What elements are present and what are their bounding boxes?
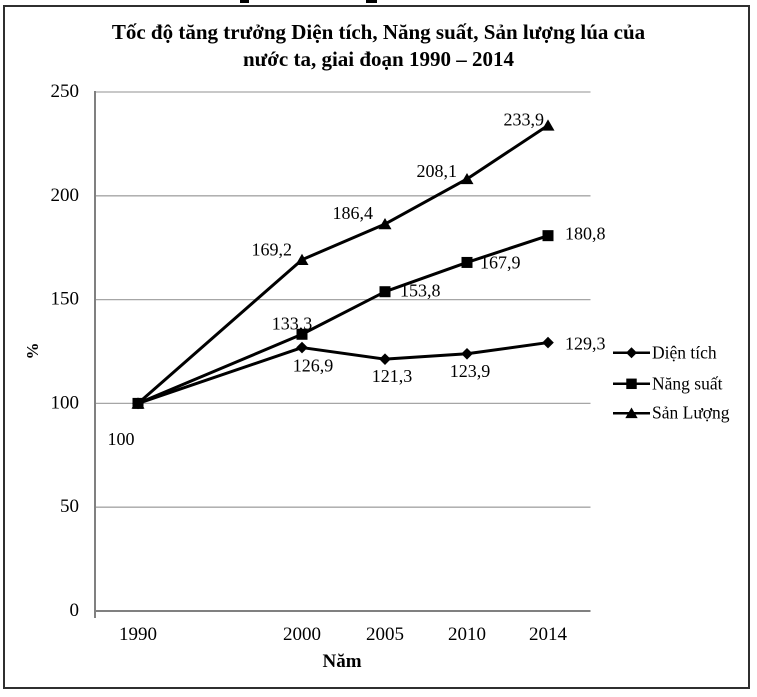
data-label: 167,9 xyxy=(480,252,521,272)
data-label: 123,9 xyxy=(450,361,491,381)
data-label: 208,1 xyxy=(417,161,458,181)
y-tick-label: 0 xyxy=(70,600,80,621)
y-tick-label: 100 xyxy=(51,392,80,413)
triangle-marker xyxy=(131,397,145,409)
cropped-text-artifact xyxy=(240,0,249,3)
y-tick-label: 200 xyxy=(51,185,80,206)
x-tick-label: 1990 xyxy=(119,624,157,645)
square-marker xyxy=(379,286,391,298)
triangle-marker xyxy=(460,172,474,185)
figure-border xyxy=(3,5,750,689)
data-label: 121,3 xyxy=(372,366,413,386)
data-label: 133,3 xyxy=(272,313,313,333)
chart-title: Tốc độ tăng trưởng Diện tích, Năng suất,… xyxy=(45,19,712,73)
square-marker xyxy=(626,378,637,390)
diamond-marker xyxy=(461,347,473,360)
x-tick-label: 2000 xyxy=(283,624,321,645)
x-tick-label: 2005 xyxy=(366,624,404,645)
square-marker xyxy=(461,256,473,268)
x-tick-label: 2010 xyxy=(448,624,486,645)
square-marker xyxy=(542,230,554,242)
x-axis-title: Năm xyxy=(322,651,361,672)
cropped-text-artifact xyxy=(366,0,377,3)
legend-label: Năng suất xyxy=(652,373,723,393)
legend-label: Sản Lượng xyxy=(652,403,730,423)
diamond-marker xyxy=(542,336,554,349)
y-tick-label: 150 xyxy=(51,289,80,310)
data-label: 126,9 xyxy=(293,356,334,376)
legend-label: Diện tích xyxy=(652,342,717,362)
data-label-origin: 100 xyxy=(108,429,135,449)
diamond-marker xyxy=(296,341,308,354)
data-label: 233,9 xyxy=(504,109,545,129)
triangle-marker xyxy=(541,119,555,131)
data-label: 180,8 xyxy=(565,224,606,244)
data-label: 153,8 xyxy=(400,281,441,301)
chart-title-line1: Tốc độ tăng trưởng Diện tích, Năng suất,… xyxy=(111,20,646,44)
chart-title-line2: nước ta, giai đoạn 1990 – 2014 xyxy=(242,47,514,71)
y-tick-label: 50 xyxy=(60,496,79,517)
diamond-marker xyxy=(625,347,638,359)
x-tick-label: 2014 xyxy=(529,624,568,645)
y-axis-title: % xyxy=(23,343,42,360)
data-label: 129,3 xyxy=(565,334,606,354)
square-marker xyxy=(296,328,308,340)
triangle-marker xyxy=(625,407,638,419)
diamond-marker xyxy=(379,353,391,365)
triangle-marker xyxy=(378,218,392,230)
triangle-marker xyxy=(295,253,309,265)
data-label: 186,4 xyxy=(333,203,374,223)
y-tick-label: 250 xyxy=(51,81,80,102)
data-label: 169,2 xyxy=(252,240,293,260)
